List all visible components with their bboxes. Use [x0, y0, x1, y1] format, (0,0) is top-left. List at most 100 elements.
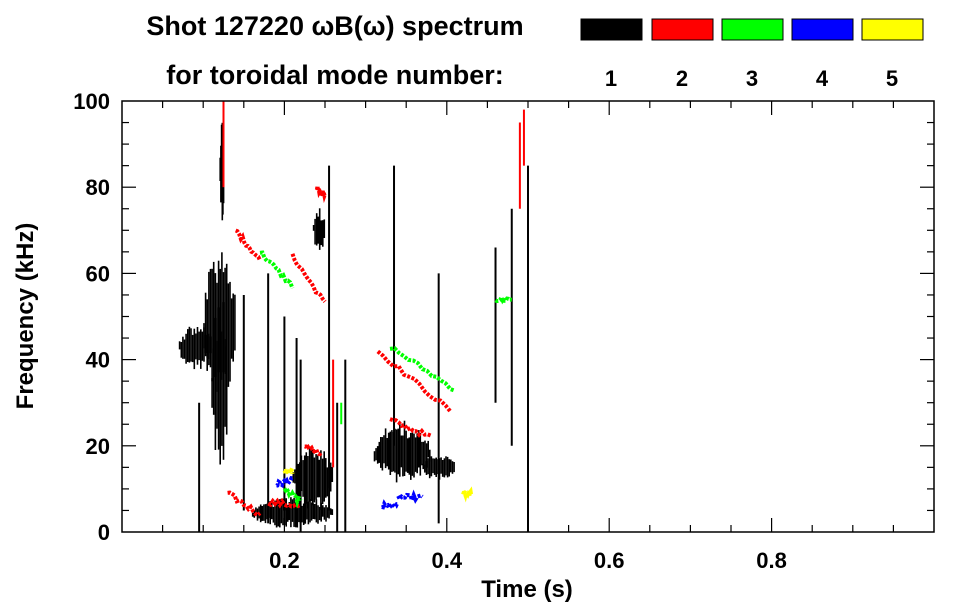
mode-1-blob-5	[312, 225, 315, 231]
mode-1-blob-1	[225, 263, 228, 390]
mode-1-blob-6	[387, 432, 390, 470]
mode-2-track-5	[389, 417, 432, 438]
legend-mode-label-5: 5	[886, 66, 898, 91]
mode-1-blob-6	[397, 428, 399, 475]
mode-1-blob-1	[211, 268, 213, 382]
y-tick-label: 60	[86, 261, 110, 286]
y-tick-label: 100	[73, 89, 110, 114]
mode-1-blob-8	[293, 497, 295, 527]
series-mode-1	[178, 122, 529, 532]
mode-1-blob-8	[279, 499, 281, 528]
mode-1-blob-8	[259, 504, 262, 523]
mode-1-blob-6	[395, 429, 398, 483]
x-tick-label: 0.2	[269, 548, 300, 573]
mode-1-blob-0	[187, 329, 189, 362]
mode-1-blob-1	[229, 281, 231, 382]
mode-2-track-6	[234, 228, 262, 262]
mode-1-blob-8	[290, 497, 292, 528]
mode-1-blob-0	[178, 341, 181, 350]
mode-1-blob-8	[263, 504, 265, 521]
legend-mode-label-4: 4	[816, 66, 829, 91]
mode-1-blob-4	[312, 450, 314, 506]
mode-1-blob-4	[313, 457, 316, 503]
mode-1-blob-2	[224, 339, 226, 427]
mode-5-track-0	[282, 467, 295, 475]
mode-1-blob-1	[206, 299, 208, 371]
mode-1-blob-2	[222, 302, 225, 460]
mode-1-blob-4	[310, 449, 312, 502]
mode-3-track-3	[494, 291, 512, 305]
mode-2-track-7	[314, 185, 327, 204]
mode-1-blob-1	[224, 267, 226, 374]
legend-mode-label-1: 1	[605, 66, 617, 91]
x-tick-label: 0.4	[432, 548, 463, 573]
mode-1-blob-7	[433, 458, 436, 475]
mode-1-blob-6	[403, 420, 406, 476]
legend-mode-label-3: 3	[746, 66, 758, 91]
mode-1-blob-8	[283, 500, 286, 526]
legend-swatch-mode-4	[791, 18, 854, 41]
mode-1-blob-4	[305, 452, 308, 504]
mode-1-blob-4	[316, 455, 319, 498]
mode-1-blob-6	[413, 433, 415, 478]
mode-1-blob-8	[291, 499, 294, 522]
mode-1-blob-4	[307, 456, 309, 509]
mode-1-blob-1	[227, 283, 230, 387]
mode-1-blob-6	[406, 438, 409, 473]
mode-1-blob-7	[424, 464, 426, 473]
mode-1-blob-8	[328, 509, 330, 519]
mode-1-blob-4	[294, 469, 296, 484]
mode-1-blob-6	[391, 430, 393, 472]
mode-1-blob-7	[428, 459, 431, 479]
mode-1-blob-8	[306, 501, 308, 520]
mode-1-blob-8	[269, 501, 271, 525]
spectrum-marks	[178, 101, 529, 532]
legend-mode-label-2: 2	[676, 66, 688, 91]
mode-1-blob-5	[317, 216, 319, 244]
mode-2-track-2	[304, 443, 323, 457]
mode-1-blob-8	[302, 503, 305, 525]
mode-1-blob-2	[217, 307, 220, 450]
mode-1-blob-8	[326, 507, 329, 518]
mode-1-blob-1	[209, 268, 212, 368]
mode-1-blob-6	[389, 431, 392, 475]
mode-1-blob-8	[275, 500, 278, 528]
y-axis-label: Frequency (kHz)	[12, 223, 39, 410]
mode-1-blob-7	[432, 458, 434, 474]
mode-1-blob-8	[312, 503, 314, 519]
mode-1-blob-7	[427, 458, 429, 475]
mode-1-blob-6	[373, 451, 376, 462]
mode-1-blob-2	[216, 340, 218, 429]
mode-1-blob-8	[271, 501, 273, 520]
legend-swatch-mode-2	[651, 18, 714, 41]
mode-1-blob-8	[266, 503, 268, 520]
mode-1-blob-8	[261, 506, 264, 521]
mode-1-blob-1	[208, 271, 210, 366]
mode-1-blob-6	[414, 437, 417, 472]
mode-4-track-1	[396, 489, 424, 506]
mode-1-blob-8	[264, 504, 267, 524]
mode-1-blob-5	[315, 213, 318, 246]
mode-1-blob-8	[323, 507, 326, 520]
series-mode-5	[282, 467, 474, 503]
mode-1-blob-5	[320, 220, 322, 246]
chart-title-line2: for toroidal mode number:	[166, 60, 504, 90]
mode-4-track-2	[381, 499, 399, 511]
mode-1-blob-4	[292, 472, 295, 483]
mode-1-blob-7	[430, 456, 433, 477]
axis-ticks: 0.2 0.4 0.6 0.8 0 20 40 60 80 100	[73, 89, 934, 573]
mode-1-blob-5	[314, 218, 316, 245]
mode-1-blob-8	[331, 509, 334, 515]
y-tick-label: 40	[86, 348, 110, 373]
mode-1-blob-0	[185, 333, 187, 364]
x-tick-label: 0.8	[756, 548, 787, 573]
mode-2-track-3	[227, 490, 262, 518]
mode-1-blob-8	[310, 502, 313, 521]
mode-1-blob-0	[195, 333, 197, 360]
series-mode-2	[222, 101, 525, 518]
mode-2-track-1	[290, 253, 327, 303]
mode-1-blob-8	[315, 499, 318, 523]
legend-swatch-mode-1	[580, 18, 643, 41]
mode-1-blob-8	[272, 506, 275, 523]
